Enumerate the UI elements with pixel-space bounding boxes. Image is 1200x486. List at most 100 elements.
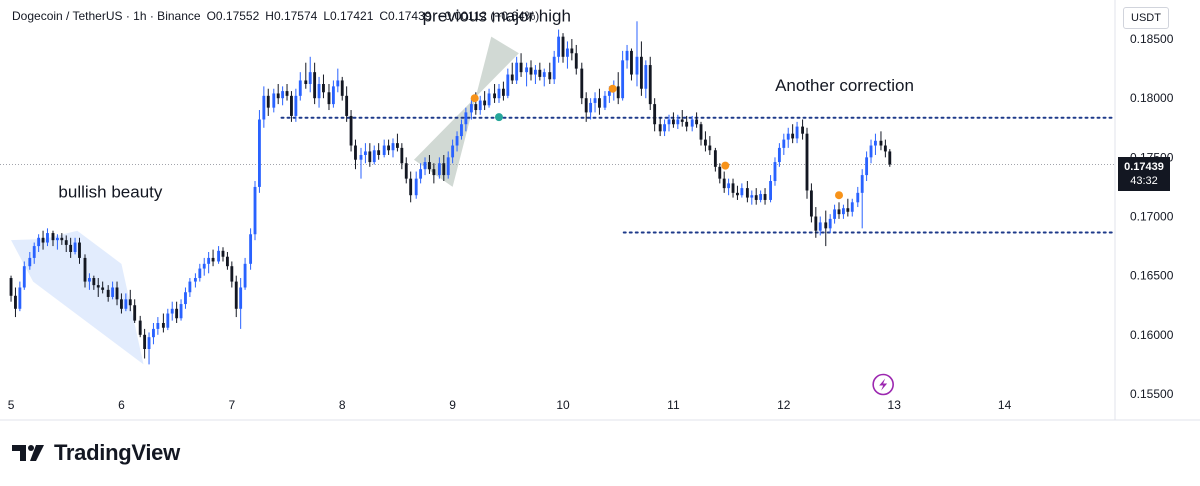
candle-body bbox=[414, 178, 418, 196]
candle-body bbox=[552, 56, 556, 80]
candle bbox=[170, 301, 174, 321]
candle bbox=[580, 62, 584, 105]
candle-body bbox=[455, 136, 459, 146]
candle-body bbox=[653, 104, 657, 125]
candle-body bbox=[285, 91, 289, 96]
candle-body bbox=[708, 145, 712, 151]
candle bbox=[570, 39, 574, 61]
candle-body bbox=[519, 62, 523, 73]
candle bbox=[349, 110, 353, 152]
y-tick-label: 0.15500 bbox=[1130, 387, 1174, 401]
tradingview-logo[interactable]: TradingView bbox=[12, 440, 180, 466]
candle-body bbox=[850, 202, 854, 212]
candle-body bbox=[630, 50, 633, 75]
candle bbox=[801, 119, 805, 140]
candle bbox=[501, 81, 505, 101]
candle bbox=[478, 95, 482, 115]
candle bbox=[593, 92, 597, 113]
candle bbox=[685, 115, 689, 132]
candle bbox=[404, 157, 408, 184]
symbol-name: Dogecoin / TetherUS · 1h · Binance bbox=[12, 9, 201, 23]
candle bbox=[161, 313, 165, 333]
candle-body bbox=[359, 154, 363, 160]
candle bbox=[217, 246, 221, 264]
candle-body bbox=[193, 278, 197, 282]
candle-body bbox=[423, 162, 427, 170]
candle bbox=[824, 210, 828, 247]
candle bbox=[860, 169, 864, 229]
candle bbox=[253, 181, 257, 241]
candle bbox=[667, 114, 671, 132]
y-tick-label: 0.18500 bbox=[1130, 32, 1174, 46]
candle-body bbox=[217, 250, 221, 262]
candle-body bbox=[542, 72, 546, 77]
candle-body bbox=[55, 237, 59, 241]
candle-body bbox=[345, 95, 349, 116]
candle bbox=[193, 273, 197, 288]
candle bbox=[221, 247, 225, 262]
candle bbox=[888, 149, 892, 167]
candle bbox=[22, 261, 26, 290]
candle-body bbox=[538, 69, 542, 77]
candle bbox=[874, 133, 877, 155]
candle bbox=[533, 65, 537, 84]
candle bbox=[266, 88, 270, 116]
x-tick-label: 7 bbox=[228, 398, 235, 412]
candle-body bbox=[188, 281, 192, 293]
candle bbox=[469, 98, 473, 120]
candle-body bbox=[78, 242, 81, 258]
candle bbox=[795, 121, 799, 144]
candle-body bbox=[607, 91, 611, 96]
candle bbox=[243, 257, 247, 290]
candle-body bbox=[883, 145, 887, 152]
candle bbox=[78, 237, 81, 264]
candle-body bbox=[548, 72, 552, 80]
candle bbox=[731, 178, 735, 198]
symbol-header: Dogecoin / TetherUS · 1h · Binance O0.175… bbox=[12, 9, 545, 23]
candle-body bbox=[152, 328, 155, 338]
candle-body bbox=[46, 233, 49, 243]
candle-body bbox=[801, 126, 805, 134]
candle bbox=[446, 151, 450, 179]
candle bbox=[354, 139, 357, 170]
candle-body bbox=[432, 169, 436, 176]
candle-body bbox=[763, 194, 767, 200]
candle-body bbox=[419, 169, 423, 179]
candle bbox=[548, 62, 552, 84]
candle-body bbox=[304, 80, 308, 84]
candle bbox=[690, 115, 694, 132]
candle bbox=[639, 41, 643, 96]
change-value: −0.00112 (−0.64%) bbox=[437, 9, 540, 23]
candle-body bbox=[644, 65, 648, 89]
annotation-label-2: Another correction bbox=[775, 76, 914, 95]
candle bbox=[740, 183, 744, 198]
candle-body bbox=[469, 104, 473, 113]
candle bbox=[809, 183, 813, 223]
candle bbox=[437, 157, 441, 179]
candle-body bbox=[106, 289, 110, 297]
candle-body bbox=[382, 145, 386, 155]
currency-button[interactable]: USDT bbox=[1123, 7, 1169, 29]
candle-body bbox=[322, 84, 325, 93]
candle-body bbox=[713, 150, 717, 167]
candle bbox=[340, 76, 344, 101]
candle-body bbox=[409, 178, 413, 196]
candle-body bbox=[211, 257, 215, 262]
candle bbox=[285, 84, 289, 101]
candle bbox=[262, 86, 266, 128]
candle bbox=[805, 127, 809, 199]
candle bbox=[630, 48, 633, 81]
candle-body bbox=[474, 104, 478, 111]
annotations: previous major high Another correction bul… bbox=[58, 6, 914, 201]
candle-body bbox=[28, 257, 32, 267]
annotation-label-1: previous major high bbox=[423, 6, 571, 25]
candle bbox=[202, 257, 206, 276]
candle-body bbox=[69, 244, 73, 252]
candle bbox=[704, 131, 707, 152]
marker-orange bbox=[835, 191, 844, 200]
candle-body bbox=[809, 190, 813, 217]
y-tick-label: 0.17000 bbox=[1130, 210, 1174, 224]
candle-body bbox=[718, 166, 722, 179]
candle bbox=[258, 110, 261, 193]
